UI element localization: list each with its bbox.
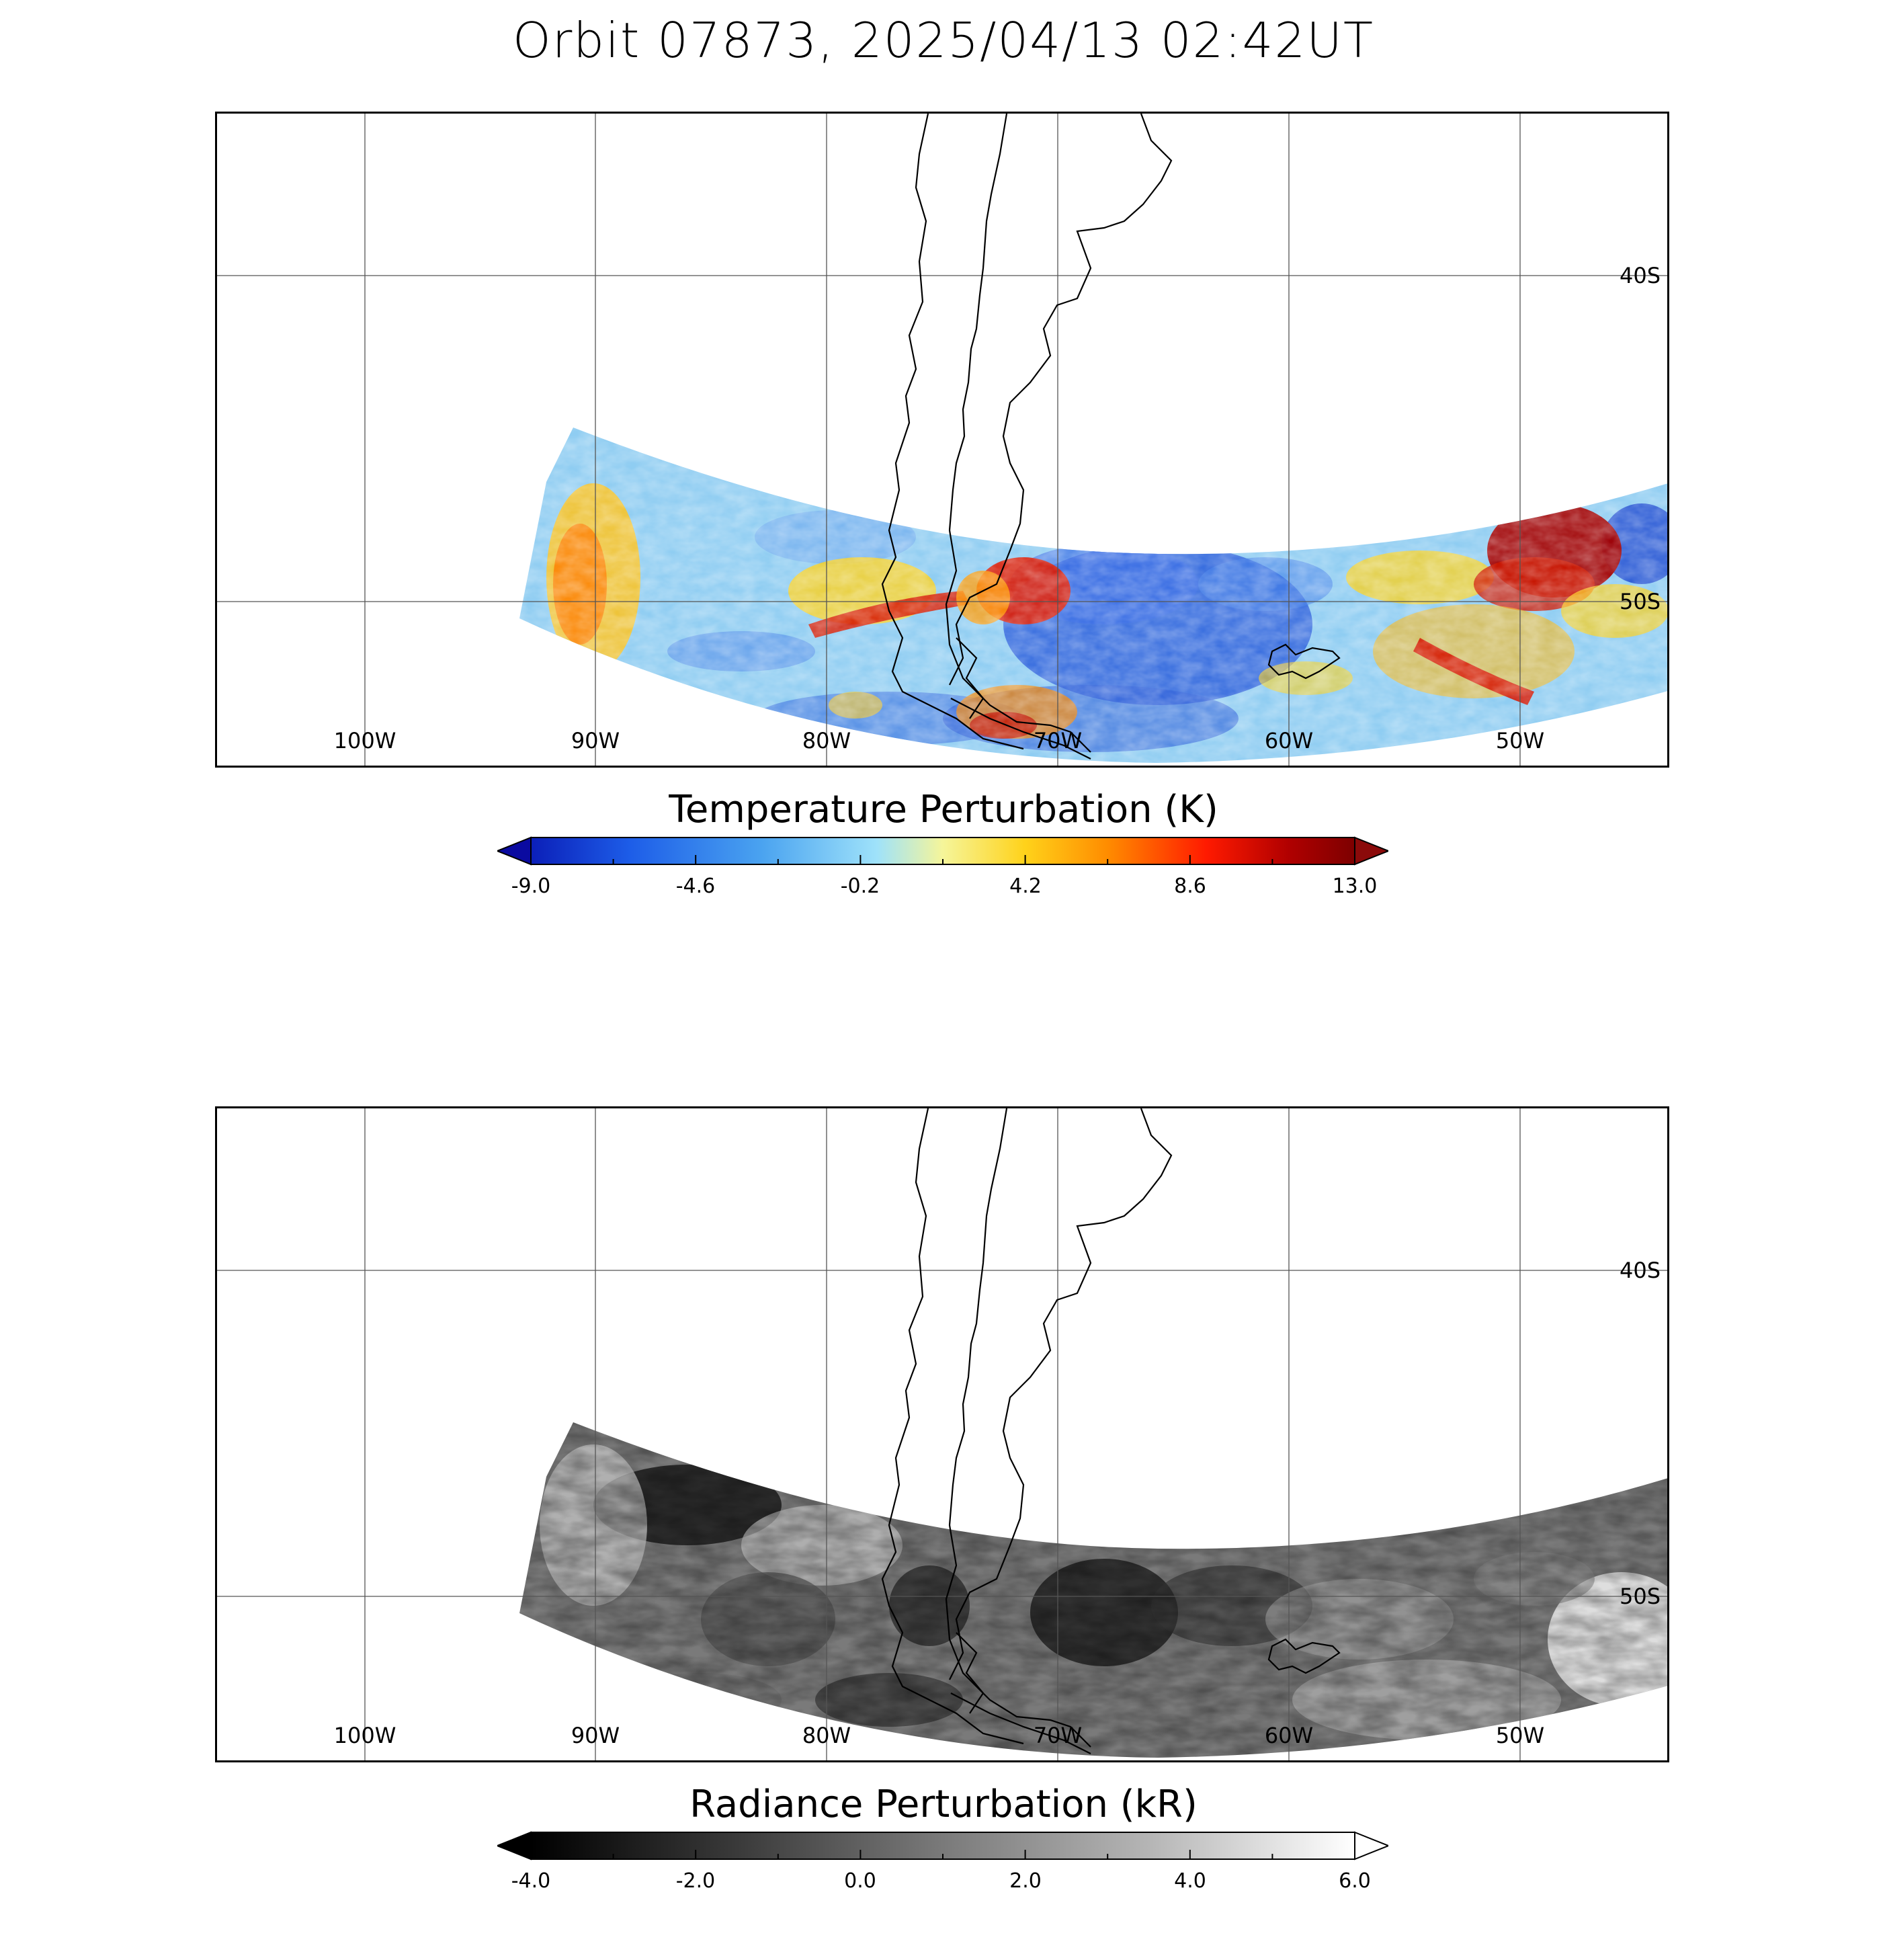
lon-label-80W: 80W [802, 1723, 851, 1748]
radiance-map: 100W 90W 80W 70W 60W 50W 40S 50S [217, 1108, 1667, 1760]
lon-label-70W: 70W [1034, 1723, 1082, 1748]
lon-label-60W: 60W [1265, 1723, 1313, 1748]
lon-label-100W: 100W [334, 1723, 396, 1748]
cb1-tick-label-5: 13.0 [1333, 874, 1378, 898]
lon-label-90W: 90W [571, 728, 620, 753]
radiance-colorbar [497, 1831, 1388, 1861]
cb1-tick-label-0: -9.0 [511, 874, 551, 898]
cb1-tick-label-4: 8.6 [1174, 874, 1206, 898]
lon-label-70W: 70W [1034, 728, 1082, 753]
lat-label-50S: 50S [1620, 1584, 1661, 1609]
temperature-map: 100W 90W 80W 70W 60W 50W 40S 50S [217, 114, 1667, 766]
lon-label-90W: 90W [571, 1723, 620, 1748]
lat-label-50S: 50S [1620, 589, 1661, 614]
cb2-tick-label-5: 6.0 [1339, 1869, 1371, 1893]
graticule [217, 1108, 1667, 1760]
temperature-map-panel: 100W 90W 80W 70W 60W 50W 40S 50S [215, 112, 1669, 768]
cb2-tick-label-2: 0.0 [844, 1869, 876, 1893]
axis-labels: 100W 90W 80W 70W 60W 50W 40S 50S [334, 263, 1661, 753]
cb2-tick-label-4: 4.0 [1174, 1869, 1206, 1893]
radiance-colorbar-labels: -4.0 -2.0 0.0 2.0 4.0 6.0 [511, 1869, 1371, 1893]
lon-label-50W: 50W [1496, 1723, 1544, 1748]
axis-labels: 100W 90W 80W 70W 60W 50W 40S 50S [334, 1258, 1661, 1748]
radiance-colorbar-title: Radiance Perturbation (kR) [689, 1783, 1198, 1826]
temperature-colorbar-labels: -9.0 -4.6 -0.2 4.2 8.6 13.0 [511, 874, 1378, 898]
radiance-swath [519, 1422, 1667, 1758]
graticule [217, 114, 1667, 766]
figure-title: Orbit 07873, 2025/04/13 02:42UT [513, 12, 1374, 69]
cb2-tick-label-3: 2.0 [1009, 1869, 1042, 1893]
temperature-colorbar-title: Temperature Perturbation (K) [669, 788, 1218, 831]
coastline [881, 114, 1341, 760]
cb2-tick-label-1: -2.0 [676, 1869, 716, 1893]
lat-label-40S: 40S [1620, 263, 1661, 288]
temperature-colorbar [497, 836, 1388, 866]
colorbar-ticks [530, 1850, 1355, 1859]
cb1-tick-label-1: -4.6 [676, 874, 716, 898]
coastline [881, 1108, 1341, 1754]
colorbar-ticks [530, 855, 1355, 864]
colorbar-over-arrow [1354, 1831, 1388, 1861]
lon-label-60W: 60W [1265, 728, 1313, 753]
radiance-map-panel: 100W 90W 80W 70W 60W 50W 40S 50S [215, 1106, 1669, 1762]
cb1-tick-label-3: 4.2 [1009, 874, 1042, 898]
colorbar-over-arrow [1354, 836, 1388, 866]
colorbar-under-arrow [497, 1831, 532, 1861]
cb1-tick-label-2: -0.2 [841, 874, 880, 898]
temperature-swath [519, 427, 1667, 763]
lon-label-80W: 80W [802, 728, 851, 753]
lat-label-40S: 40S [1620, 1258, 1661, 1283]
lon-label-50W: 50W [1496, 728, 1544, 753]
lon-label-100W: 100W [334, 728, 396, 753]
colorbar-under-arrow [497, 836, 532, 866]
cb2-tick-label-0: -4.0 [511, 1869, 551, 1893]
